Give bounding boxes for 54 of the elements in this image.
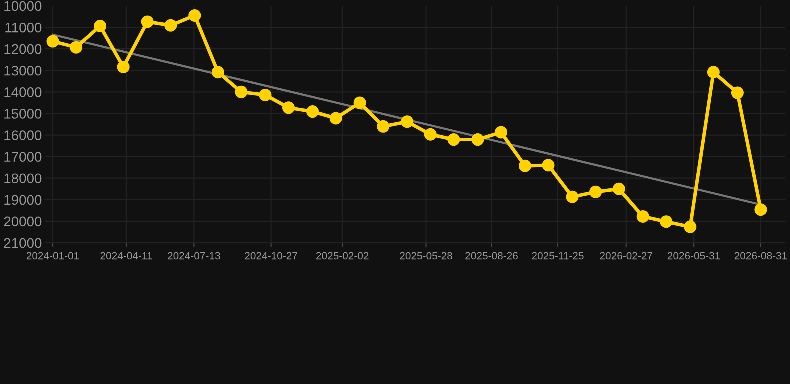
point — [424, 128, 437, 141]
point — [542, 159, 555, 172]
y-tick-label: 14000 — [4, 88, 42, 98]
x-tick-label: 2024-01-01 — [26, 252, 80, 260]
point — [590, 186, 602, 198]
y-tick-label: 20000 — [4, 216, 42, 227]
point — [518, 160, 532, 172]
point — [731, 86, 744, 100]
point — [354, 96, 366, 110]
point — [566, 190, 579, 204]
x-tick-label: 2026-05-31 — [668, 252, 720, 260]
x-tick-label: 2026-08-31 — [734, 252, 788, 260]
point — [401, 116, 414, 128]
point — [612, 182, 626, 196]
point — [636, 210, 650, 223]
x-tick-label: 2025-11-25 — [532, 252, 584, 260]
point — [494, 126, 508, 139]
y-tick-label: 12000 — [4, 44, 42, 54]
y-tick-label: 11000 — [6, 22, 42, 33]
point — [117, 60, 130, 74]
point — [212, 66, 224, 79]
point — [377, 120, 390, 133]
x-tick-label: 2024-10-27 — [245, 252, 298, 260]
point — [330, 112, 342, 125]
x-tick-label: 2025-05-28 — [400, 252, 452, 260]
point — [754, 204, 768, 216]
y-tick-label: 21000 — [4, 238, 42, 248]
y-tick-label: 18000 — [4, 174, 42, 184]
x-tick-label: 2025-08-26 — [466, 252, 518, 260]
point — [141, 16, 154, 28]
y-tick-label: 13000 — [4, 66, 42, 76]
point — [164, 19, 178, 32]
point — [282, 102, 296, 114]
point — [46, 35, 60, 48]
x-tick-label: 2024-04-11 — [100, 252, 152, 260]
point — [70, 41, 83, 54]
y-tick-label: 10000 — [4, 1, 42, 12]
point — [684, 220, 697, 234]
point — [448, 134, 460, 146]
point — [188, 9, 202, 22]
point — [660, 216, 673, 228]
point — [306, 106, 320, 118]
point — [472, 134, 484, 146]
x-tick-label: 2025-02-02 — [316, 252, 369, 260]
y-tick-label: 16000 — [4, 130, 42, 140]
y-tick-label: 17000 — [4, 152, 42, 162]
x-tick-label: 2026-02-27 — [600, 252, 652, 260]
y-tick-label: 19000 — [4, 195, 42, 206]
y-tick-label: 15000 — [4, 109, 42, 119]
x-tick-label: 2024-07-13 — [168, 252, 220, 260]
point — [707, 66, 720, 79]
point — [235, 86, 248, 98]
point — [259, 88, 272, 102]
point — [94, 20, 107, 33]
